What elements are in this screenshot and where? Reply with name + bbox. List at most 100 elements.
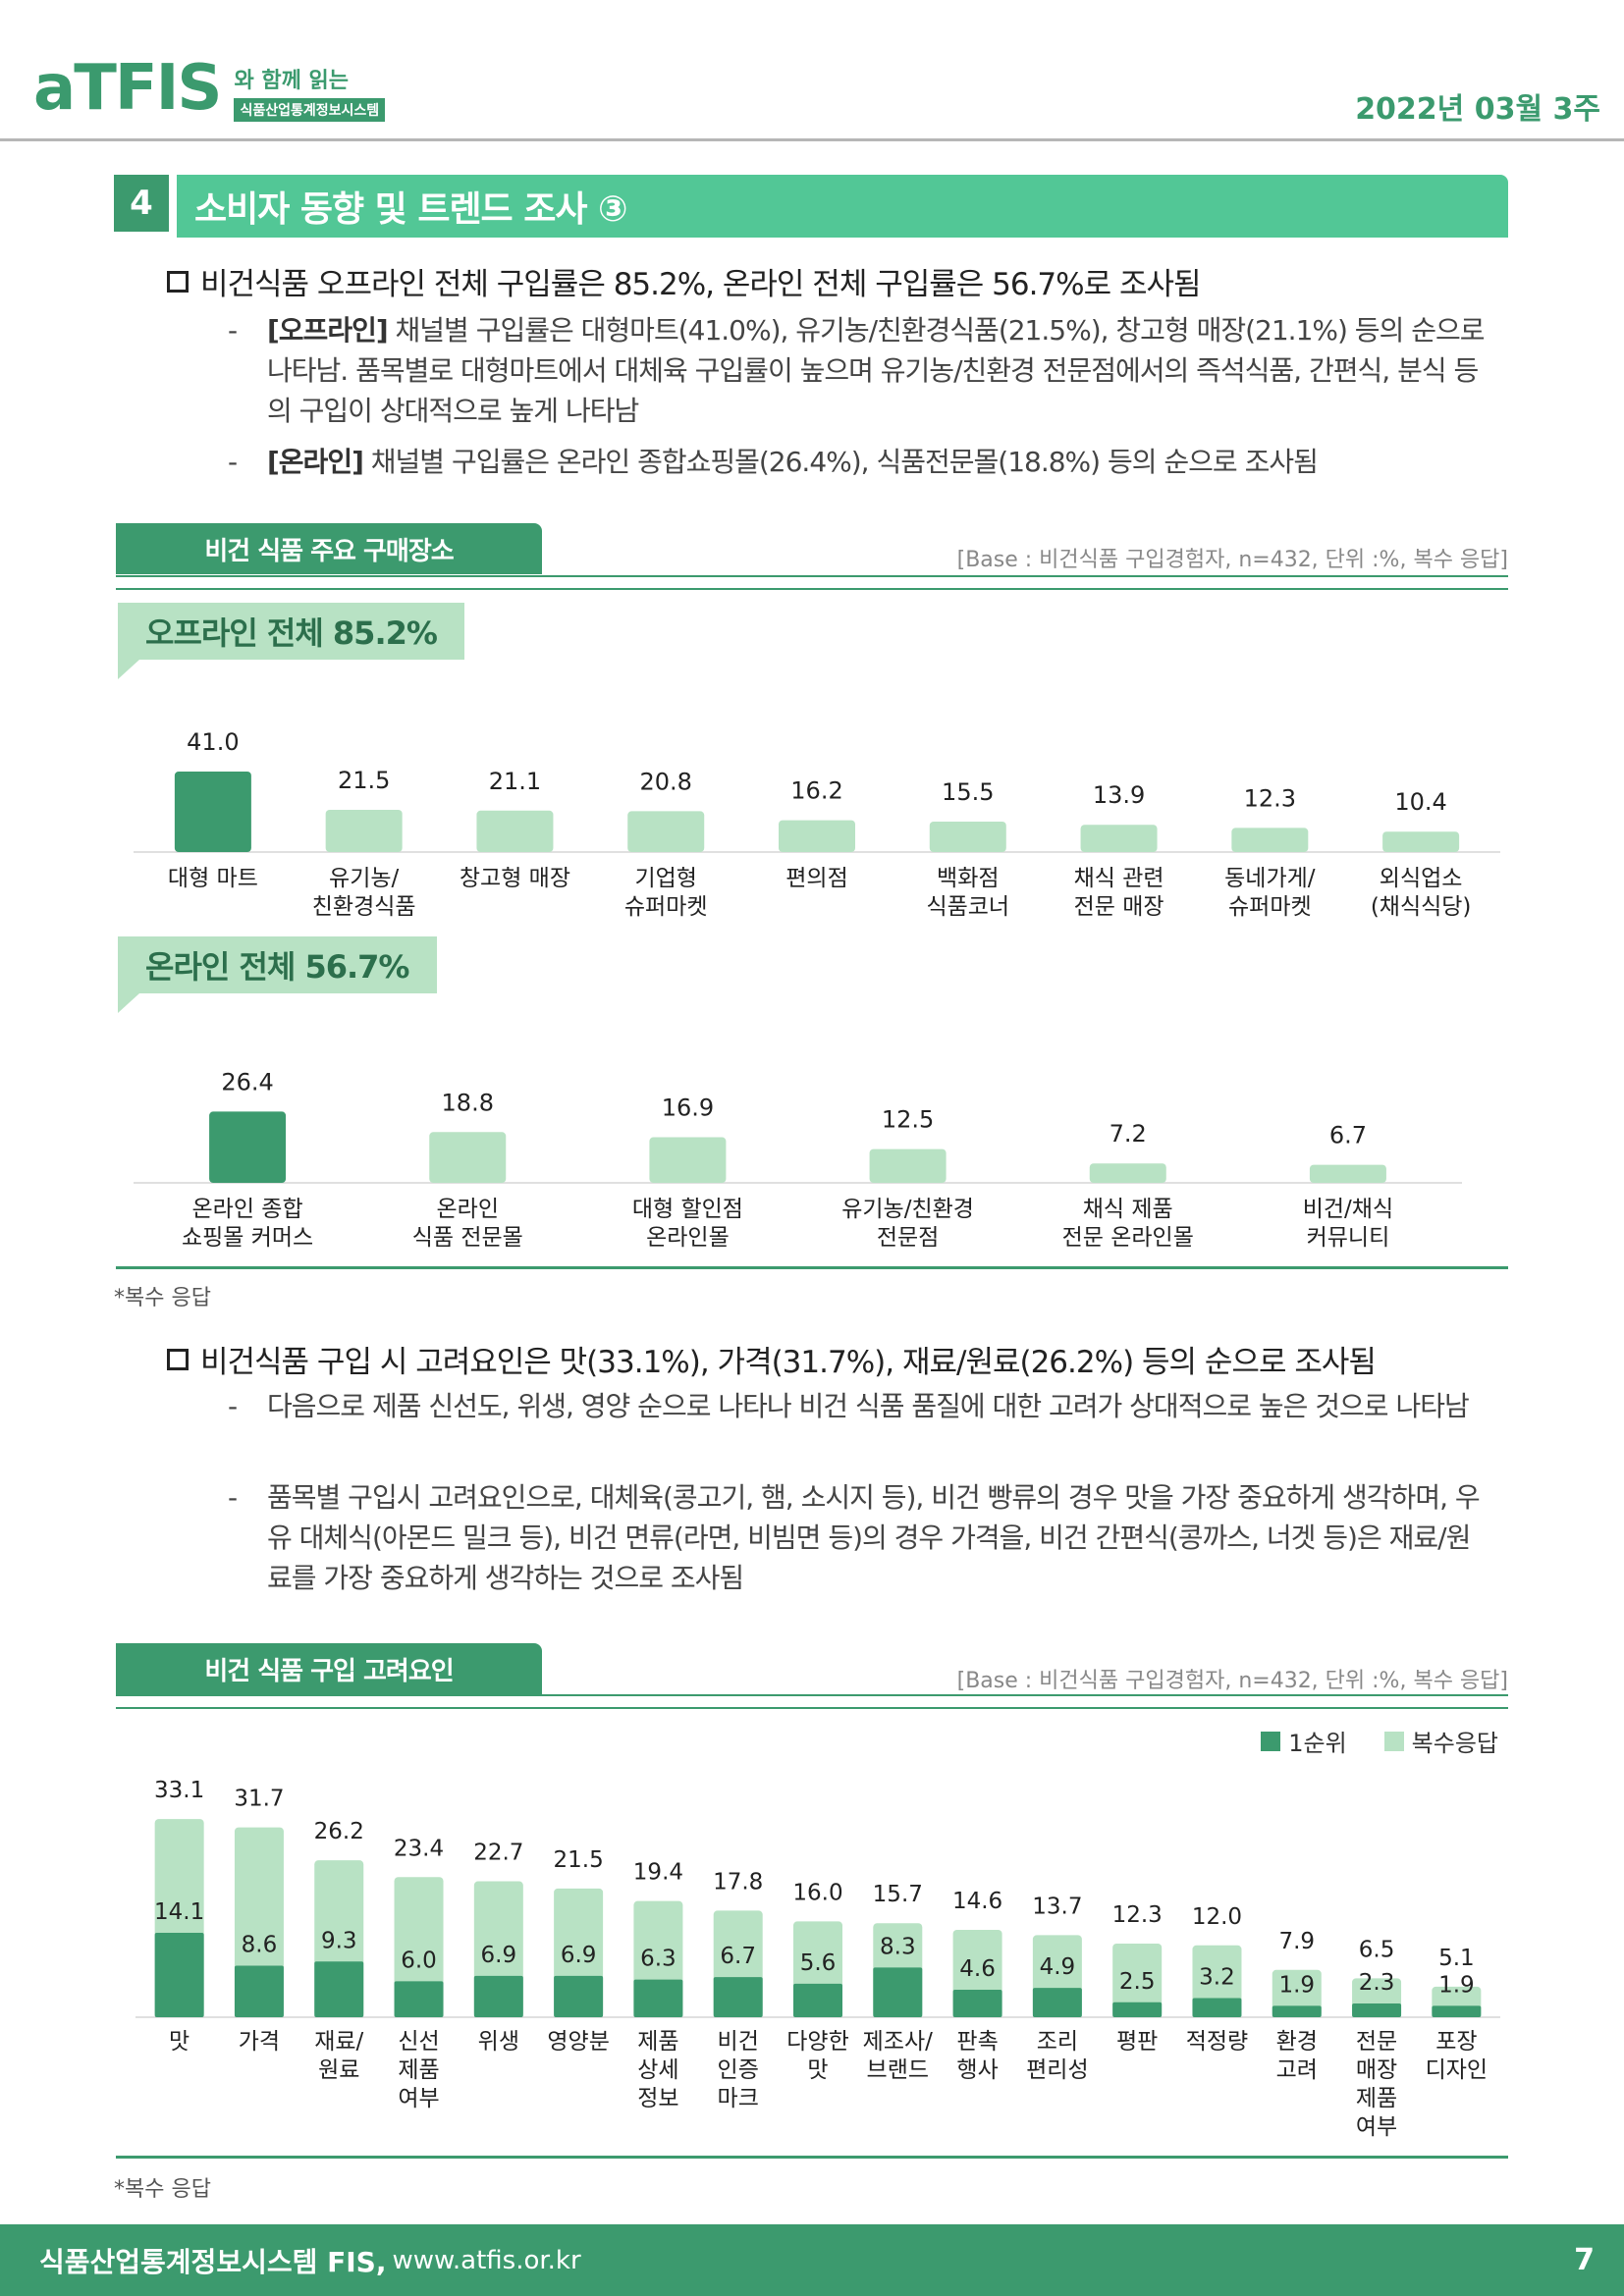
category-label: 재료/원료 xyxy=(314,2029,363,2083)
atfis-logo: aTFIS 와 함께 읽는 식품산업통계정보시스템 xyxy=(33,52,386,125)
bar-first-rank xyxy=(314,1961,364,2017)
panel2-footnote: *복수 응답 xyxy=(114,2177,211,2202)
multiple-value-label: 31.7 xyxy=(234,1787,284,1812)
section-number: 4 xyxy=(114,175,169,232)
category-label: 창고형 매장 xyxy=(460,866,570,891)
footer-site-name: 식품산업통계정보시스템 FIS, xyxy=(39,2245,387,2278)
bar xyxy=(325,810,403,852)
first-rank-value-label: 3.2 xyxy=(1199,1964,1235,1990)
first-rank-value-label: 6.3 xyxy=(640,1947,677,1972)
panel2-top-rule xyxy=(116,1694,1508,1696)
bar-first-rank xyxy=(473,1975,523,2017)
category-label: 포장 디자인 xyxy=(1426,2029,1488,2083)
bar-value-label: 12.3 xyxy=(1244,784,1296,812)
checkbox-bullet-icon xyxy=(167,1348,189,1370)
bar-value-label: 16.9 xyxy=(662,1095,714,1122)
summary1-item-tag: [온라인] xyxy=(267,446,364,478)
summary2-item: - 품목별 구입시 고려요인으로, 대체육(콩고기, 햄, 소시지 등), 비건… xyxy=(228,1477,1487,1598)
category-label: 대형 할인점 온라인몰 xyxy=(632,1197,743,1251)
footer-url[interactable]: www.atfis.or.kr xyxy=(392,2245,581,2275)
summary1-item: - [오프라인] 채널별 구입률은 대형마트(41.0%), 유기농/친환경식품… xyxy=(228,314,1486,427)
first-rank-value-label: 2.3 xyxy=(1359,1970,1395,1996)
category-label: 온라인 식품 전문몰 xyxy=(412,1197,523,1251)
section-title: 4 소비자 동향 및 트렌드 조사 ③ xyxy=(114,175,1508,238)
first-rank-value-label: 1.9 xyxy=(1278,1972,1315,1998)
page-footer: 식품산업통계정보시스템 FIS, www.atfis.or.kr 7 xyxy=(0,2224,1624,2296)
panel1-bottom-rule xyxy=(116,1266,1508,1269)
bar xyxy=(869,1148,947,1183)
category-label: 판촉 행사 xyxy=(956,2029,998,2083)
first-rank-value-label: 9.3 xyxy=(321,1928,357,1953)
bar-first-rank xyxy=(1112,2002,1163,2017)
legend-item-first-rank: 1순위 xyxy=(1261,1724,1347,1758)
panel2-bottom-rule xyxy=(116,2156,1508,2159)
category-label: 비건 인증 마크 xyxy=(718,2029,759,2111)
chip-tail-decor xyxy=(118,660,139,679)
first-rank-value-label: 4.9 xyxy=(1040,1954,1076,1980)
bar xyxy=(1080,825,1158,852)
bar-multiple-response xyxy=(1112,1943,1163,2017)
category-label: 신선 제품 여부 xyxy=(398,2029,439,2111)
bar xyxy=(429,1132,507,1183)
category-label: 환경 고려 xyxy=(1276,2029,1318,2083)
summary1-item-tag: [오프라인] xyxy=(267,314,389,347)
chip-tail-decor xyxy=(118,993,139,1013)
bar xyxy=(174,772,251,852)
panel1-base: [Base : 비건식품 구입경험자, n=432, 단위 :%, 복수 응답] xyxy=(956,548,1508,572)
bar xyxy=(1309,1164,1386,1183)
panel2-title: 비건 식품 구입 고려요인 xyxy=(116,1643,542,1694)
summary1-item-text: 채널별 구입률은 대형마트(41.0%), 유기농/친환경식품(21.5%), … xyxy=(267,314,1486,427)
summary2-item: - 다음으로 제품 신선도, 위생, 영양 순으로 나타나 비건 식품 품질에 … xyxy=(228,1386,1487,1426)
legend-item-multiple: 복수응답 xyxy=(1383,1724,1498,1758)
first-rank-value-label: 6.9 xyxy=(561,1943,597,1968)
category-label: 제품 상세 정보 xyxy=(637,2029,678,2111)
multiple-value-label: 6.5 xyxy=(1359,1937,1395,1962)
category-label: 편의점 xyxy=(785,866,847,891)
multiple-value-label: 17.8 xyxy=(713,1869,763,1895)
category-label: 영양분 xyxy=(547,2029,609,2055)
category-label: 유기농/친환경식품 xyxy=(312,866,416,920)
multiple-value-label: 23.4 xyxy=(394,1836,444,1861)
multiple-value-label: 19.4 xyxy=(633,1860,683,1886)
multiple-value-label: 13.7 xyxy=(1032,1894,1082,1919)
category-label: 동네가게/슈퍼마켓 xyxy=(1224,866,1316,920)
category-label: 외식업소 (채식식당) xyxy=(1371,866,1472,920)
category-label: 가격 xyxy=(239,2029,280,2055)
chart-legend: 1순위 복수응답 xyxy=(1223,1724,1498,1758)
purchase-factor-chart: 33.1 14.1 맛 31.7 8.6 가격 26.2 9.3 재료/원료 23.4 6.0 신선 제… xyxy=(135,1778,1500,2140)
bar-first-rank xyxy=(154,1932,204,2017)
panel1-top-rule xyxy=(116,575,1508,577)
page-number: 7 xyxy=(1574,2243,1595,2277)
legend-swatch-light xyxy=(1383,1731,1404,1751)
summary1-item: - [온라인] 채널별 구입률은 온라인 종합쇼핑몰(26.4%), 식품전문몰… xyxy=(228,446,1319,478)
category-label: 다양한 맛 xyxy=(786,2029,848,2083)
multiple-value-label: 7.9 xyxy=(1278,1929,1315,1954)
bar-value-label: 21.1 xyxy=(489,768,541,795)
category-label: 대형 마트 xyxy=(168,866,258,891)
logo-tagline: 와 함께 읽는 xyxy=(234,69,349,93)
multiple-value-label: 15.7 xyxy=(873,1882,923,1907)
bar-value-label: 41.0 xyxy=(187,728,239,756)
issue-date: 2022년 03월 3주 xyxy=(1355,92,1600,127)
bar xyxy=(649,1137,727,1183)
panel1-footnote: *복수 응답 xyxy=(114,1286,211,1310)
bar-value-label: 12.5 xyxy=(882,1106,934,1134)
multiple-value-label: 12.0 xyxy=(1192,1904,1242,1930)
first-rank-value-label: 4.6 xyxy=(959,1956,996,1982)
logo-wordmark: aTFIS xyxy=(33,52,222,125)
online-bar-chart: 26.4 온라인 종합 쇼핑몰 커머스 18.8 온라인 식품 전문몰 16.9 대형 할인점… xyxy=(134,1068,1462,1251)
bar-first-rank xyxy=(1272,2005,1322,2017)
first-rank-value-label: 6.0 xyxy=(401,1948,437,1973)
bar xyxy=(1231,828,1309,852)
bar xyxy=(627,811,705,852)
first-rank-value-label: 2.5 xyxy=(1119,1969,1156,1995)
category-label: 채식 제품 전문 온라인몰 xyxy=(1062,1197,1194,1251)
bar-first-rank xyxy=(1192,1998,1242,2017)
multiple-value-label: 16.0 xyxy=(792,1880,842,1905)
category-label: 조리 편리성 xyxy=(1026,2029,1088,2083)
category-label: 채식 관련 전문 매장 xyxy=(1074,866,1164,920)
bar xyxy=(476,810,554,852)
bar-value-label: 6.7 xyxy=(1329,1122,1367,1149)
multiple-value-label: 22.7 xyxy=(473,1841,523,1866)
multiple-value-label: 33.1 xyxy=(154,1778,204,1803)
